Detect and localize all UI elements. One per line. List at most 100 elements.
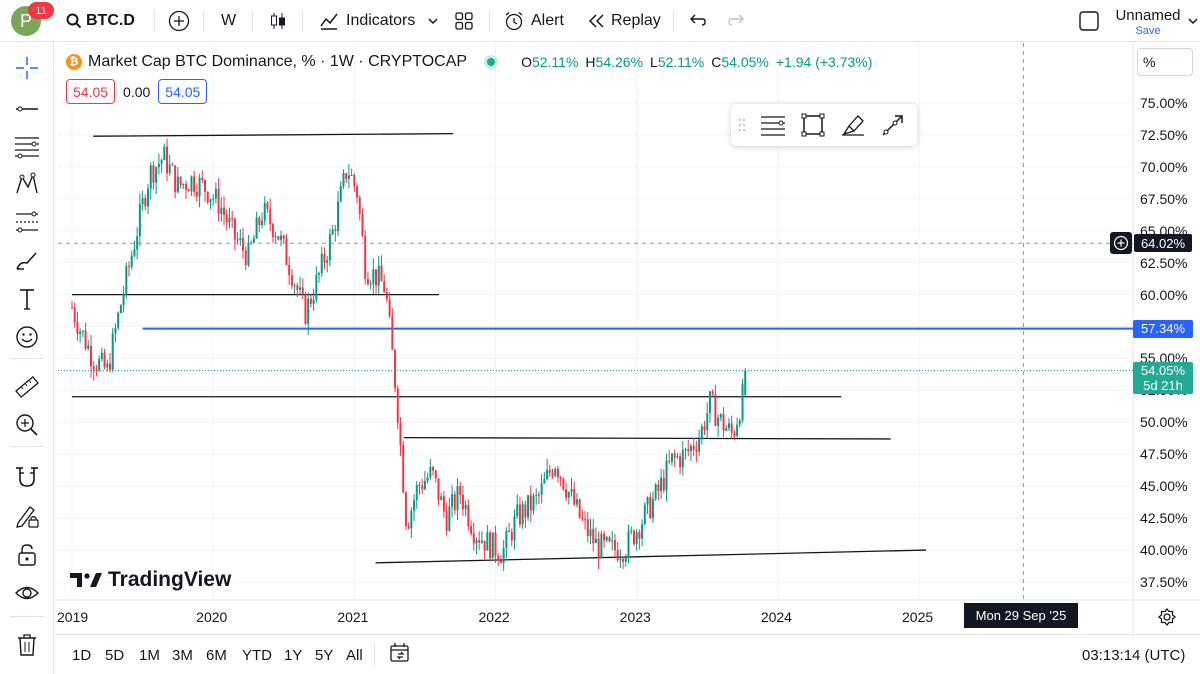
prediction-tool[interactable]: [9, 206, 45, 238]
price-axis-label: 40.00%: [1140, 542, 1188, 559]
trend-line-tool[interactable]: [9, 92, 45, 124]
time-axis-label: 2020: [196, 609, 228, 625]
range-button-1m[interactable]: 1M: [139, 646, 160, 664]
measure-tool[interactable]: [9, 371, 45, 403]
candle-body: [657, 484, 660, 492]
chart-type-button[interactable]: [267, 0, 289, 42]
candle-body: [174, 165, 177, 193]
layout-name-button[interactable]: Unnamed Save: [1112, 7, 1184, 37]
candle-body: [736, 424, 739, 436]
candle-body: [532, 495, 535, 511]
candle-body: [318, 273, 321, 275]
emoji-icon: [16, 326, 38, 348]
candle-body: [92, 366, 95, 370]
candle-body: [673, 453, 676, 458]
save-label: Save: [1135, 25, 1161, 37]
candle-body: [565, 489, 568, 498]
candle-body: [299, 287, 302, 290]
fib-tool[interactable]: [9, 130, 45, 162]
candle-body: [342, 173, 345, 187]
magnet-tool[interactable]: [9, 461, 45, 493]
candle-body: [651, 498, 654, 518]
price-chart[interactable]: [0, 0, 1200, 634]
candle-body: [698, 439, 701, 452]
stay-in-drawing-tool[interactable]: [9, 500, 45, 532]
utc-clock[interactable]: 03:13:14 (UTC): [1082, 646, 1186, 664]
candle-body: [353, 174, 356, 187]
candle-body: [309, 298, 312, 304]
indicators-button[interactable]: Indicators: [318, 0, 415, 42]
range-button-1y[interactable]: 1Y: [284, 646, 303, 664]
text-icon: [20, 289, 34, 310]
drawing-toolbar: [0, 42, 54, 674]
candle-body: [225, 214, 228, 223]
templates-button[interactable]: [454, 0, 474, 42]
bid-value-box[interactable]: 54.05: [66, 79, 116, 104]
fav-brush-button[interactable]: [833, 109, 873, 141]
price-axis-label: 62.50%: [1140, 254, 1188, 271]
candle-body: [198, 177, 201, 197]
candle-body: [486, 532, 489, 551]
layout-select-checkbox[interactable]: [1078, 0, 1100, 42]
candle-body: [575, 499, 578, 505]
lock-icon: [18, 544, 36, 566]
ask-value-box[interactable]: 54.05: [158, 79, 208, 104]
legend-values: 54.05 0.00 54.05: [66, 79, 208, 104]
remove-drawings-tool[interactable]: [9, 629, 45, 661]
favorites-dropdown[interactable]: [426, 0, 440, 42]
lock-drawings-tool[interactable]: [9, 539, 45, 571]
candle-body: [103, 352, 106, 368]
candle-body: [76, 321, 79, 334]
range-button-6m[interactable]: 6M: [206, 646, 227, 664]
candle-body: [706, 413, 709, 431]
range-button-1d[interactable]: 1D: [72, 646, 92, 664]
candle-body: [358, 197, 361, 215]
layout-dropdown[interactable]: [1187, 0, 1199, 42]
undo-button[interactable]: [688, 0, 706, 42]
candle-body: [445, 511, 448, 531]
undo-icon: [690, 14, 706, 26]
bar-countdown: 5d 21h: [1143, 377, 1183, 393]
symbol-search-button[interactable]: BTC.D: [66, 0, 135, 42]
alert-button[interactable]: Alert: [503, 0, 564, 42]
candle-body: [478, 539, 481, 543]
hide-drawings-tool[interactable]: [9, 577, 45, 609]
compare-button[interactable]: [168, 0, 190, 42]
legend-title[interactable]: Market Cap BTC Dominance, % · 1W · CRYPT…: [88, 53, 468, 70]
candle-body: [312, 299, 315, 304]
replay-button[interactable]: Replay: [586, 0, 661, 42]
price-scale-mode-button[interactable]: %: [1137, 48, 1193, 76]
candle-body: [130, 255, 133, 267]
fav-ray-button[interactable]: [873, 109, 913, 141]
text-tool[interactable]: [9, 283, 45, 315]
pattern-tool[interactable]: [9, 168, 45, 200]
candle-body: [220, 207, 223, 214]
crosshair-tool[interactable]: [9, 52, 45, 84]
candle-body: [567, 492, 570, 498]
candle-body: [377, 265, 380, 286]
range-button-5d[interactable]: 5D: [105, 646, 125, 664]
fav-fib-button[interactable]: [753, 109, 793, 141]
drag-handle[interactable]: [731, 117, 753, 133]
ohlc-low: L52.11%: [650, 54, 704, 70]
redo-button[interactable]: [728, 0, 746, 42]
chart-settings-button[interactable]: [1157, 607, 1177, 632]
candle-body: [293, 285, 296, 287]
candle-body: [695, 449, 698, 452]
range-button-ytd[interactable]: YTD: [242, 646, 272, 664]
brush-tool[interactable]: [9, 245, 45, 277]
range-button-3m[interactable]: 3M: [172, 646, 193, 664]
emoji-tool[interactable]: [9, 321, 45, 353]
candle-body: [231, 217, 234, 219]
interval-button[interactable]: W: [221, 0, 236, 42]
chevron-down-icon: [1188, 18, 1198, 25]
candle-body: [497, 555, 500, 561]
go-to-date-button[interactable]: [388, 641, 412, 670]
zoom-tool[interactable]: [9, 409, 45, 441]
add-order-button[interactable]: [1110, 232, 1132, 255]
fav-rectangle-button[interactable]: [793, 109, 833, 141]
range-button-all[interactable]: All: [346, 646, 363, 664]
top-toolbar: P 11 BTC.D W Indicators Alert Replay: [0, 0, 1200, 42]
candle-body: [543, 478, 546, 484]
range-button-5y[interactable]: 5Y: [315, 646, 334, 664]
